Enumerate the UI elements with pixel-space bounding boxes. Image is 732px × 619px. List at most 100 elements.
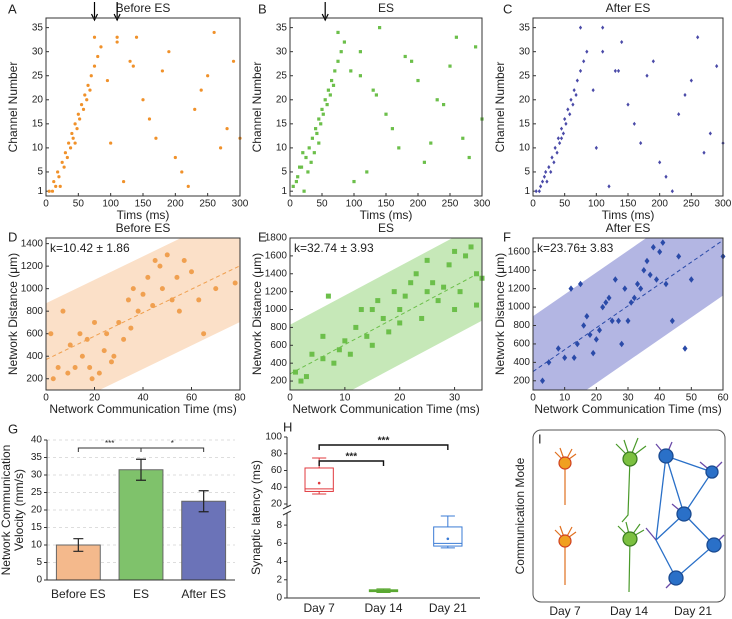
significance-label: ***	[378, 436, 390, 447]
fit-line	[533, 239, 723, 372]
spike	[57, 175, 61, 179]
soma	[622, 531, 638, 547]
data-point	[65, 370, 71, 376]
y-tick-label: 200	[270, 376, 287, 387]
data-point	[89, 376, 95, 382]
y-tick-label: 30	[32, 46, 44, 57]
x-tick-label: 50	[316, 199, 328, 210]
spike	[607, 184, 611, 189]
spike	[307, 146, 311, 150]
panel-letter: H	[283, 419, 292, 434]
data-point	[628, 299, 634, 306]
data-point	[116, 319, 122, 325]
spike	[304, 155, 308, 160]
x-tick-label: Day 21	[429, 601, 467, 615]
spike	[574, 92, 578, 98]
x-tick-label: 40	[137, 393, 149, 404]
y-tick-label: 4	[276, 556, 282, 567]
spike	[331, 83, 336, 87]
data-point	[600, 303, 606, 311]
spike	[154, 136, 158, 140]
data-point	[369, 307, 375, 313]
data-point	[298, 378, 304, 384]
neuron-day14-top	[615, 437, 647, 523]
panel-letter: E	[258, 229, 267, 244]
plot-frame	[45, 17, 241, 197]
data-point	[676, 253, 682, 260]
spike	[73, 122, 77, 126]
spike	[128, 59, 132, 63]
y-axis-label: Network Distance (μm)	[6, 253, 20, 375]
spike	[594, 145, 598, 150]
spike	[550, 155, 554, 160]
chart-title: After ES	[606, 221, 651, 235]
data-point	[342, 338, 348, 344]
data-point	[79, 353, 85, 359]
data-point	[159, 286, 165, 292]
data-point	[612, 276, 618, 283]
data-point	[402, 293, 408, 299]
spike	[454, 35, 458, 39]
neuron-day7-top	[554, 447, 577, 505]
spike	[83, 93, 87, 97]
data-point	[196, 297, 202, 303]
data-point	[682, 345, 688, 352]
y-tick-label: 1600	[508, 246, 531, 257]
data-point	[587, 331, 593, 338]
chart-title: Before ES	[116, 221, 171, 235]
data-point	[128, 325, 134, 331]
data-point	[325, 293, 331, 299]
y-tick-label: 1000	[265, 304, 288, 315]
y-axis-label: Channel Number	[250, 62, 264, 153]
y-tick-label: 0	[276, 593, 282, 604]
spike	[85, 98, 89, 102]
annotation: k=10.42 ± 1.86	[50, 241, 130, 255]
spike	[302, 189, 306, 193]
x-tick-label: 200	[410, 199, 427, 210]
spike	[371, 88, 375, 92]
y-tick-label: 10	[519, 143, 531, 154]
data-point	[452, 248, 458, 254]
y-tick-label: 1200	[265, 286, 288, 297]
spike	[553, 145, 557, 150]
y-tick-label: 15	[276, 118, 288, 129]
data-point	[157, 263, 163, 269]
panel-letter: D	[8, 229, 17, 244]
y-tick-label: 10	[31, 540, 43, 551]
chart-title: Before ES	[116, 1, 171, 15]
spike	[92, 64, 97, 68]
spike	[186, 184, 190, 188]
y-tick-label: 15	[32, 118, 44, 129]
x-tick-label: 100	[102, 199, 119, 210]
data-point	[441, 284, 447, 290]
data-point	[375, 298, 381, 304]
spike	[378, 26, 382, 30]
y-axis-label: Network Distance (μm)	[493, 253, 507, 375]
data-point	[309, 351, 315, 357]
y-tick-label: 35	[519, 22, 531, 33]
spike	[539, 184, 543, 189]
spike	[326, 88, 330, 92]
data-point	[603, 299, 609, 306]
spike	[56, 170, 60, 174]
data-point	[380, 315, 386, 321]
box	[304, 467, 334, 492]
x-tick-label: 20	[394, 393, 406, 404]
spike	[568, 112, 572, 117]
spike	[134, 35, 139, 39]
spike	[585, 49, 589, 54]
spike	[199, 88, 203, 92]
panel-letter: A	[8, 1, 17, 16]
x-tick-label: 0	[287, 199, 293, 210]
data-point	[189, 269, 194, 275]
y-tick-label: 20	[32, 94, 44, 105]
spike	[315, 131, 319, 136]
y-tick-label: 2	[276, 574, 282, 585]
x-tick-label: 150	[378, 199, 395, 210]
spike	[88, 88, 92, 92]
data-point	[555, 345, 561, 352]
data-point	[571, 354, 577, 362]
y-tick-label: 5	[37, 167, 43, 178]
plot-frame	[289, 17, 483, 197]
spike	[558, 141, 562, 146]
